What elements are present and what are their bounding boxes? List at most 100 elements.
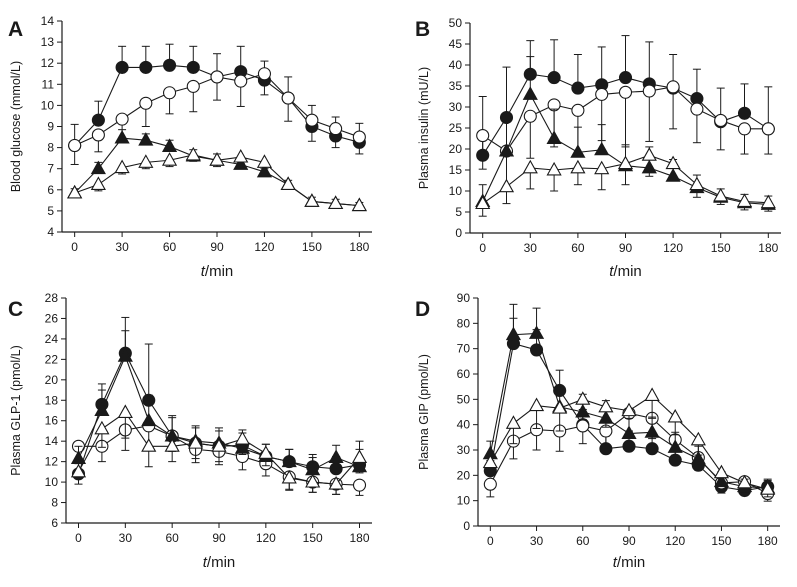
data-point-triangle [351,449,368,463]
data-point-circle [352,130,366,144]
series-1 [476,80,775,190]
data-point-triangle [621,402,637,417]
data-point-circle [737,106,752,120]
data-point-circle [210,70,224,84]
panel-letter: C [8,298,23,321]
x-tick-label: 90 [210,240,224,254]
x-tick-label: 120 [663,241,683,255]
y-tick-label: 9 [47,120,54,134]
y-tick-label: 10 [41,98,55,112]
data-point-triangle [211,438,227,452]
y-tick-label: 24 [45,332,59,346]
y-tick-label: 60 [457,367,471,381]
x-tick-label: 30 [524,241,538,255]
y-tick-label: 30 [449,100,463,114]
data-point-triangle [713,187,729,202]
series-2 [482,303,776,494]
x-tick-label: 0 [75,531,82,545]
data-point-circle [618,85,633,99]
data-point-circle [186,60,200,74]
data-point-triangle [209,152,225,166]
x-tick-label: 150 [711,534,731,548]
x-axis-label: t/min [203,554,236,571]
data-point-triangle [304,193,320,207]
data-point-triangle [256,154,273,168]
data-point-triangle [505,415,522,429]
data-point-circle [547,71,561,85]
y-tick-label: 90 [457,291,471,305]
y-tick-label: 20 [457,468,471,482]
series-3 [482,387,776,498]
data-point-triangle [522,86,538,100]
y-tick-label: 40 [457,418,471,432]
data-point-circle [761,122,775,136]
data-point-triangle [280,176,296,190]
panel-c: 6 8 10 12 14 16 18 20 22 24 26 28 0 30 60 90 120 150 180 C P… [8,291,372,571]
y-tick-label: 30 [457,443,471,457]
y-tick-label: 18 [45,393,59,407]
x-tick-label: 150 [303,531,323,545]
panel-letter: A [8,18,23,41]
data-point-triangle [644,387,660,401]
x-tick-label: 0 [479,241,486,255]
data-point-triangle [94,402,110,416]
data-point-triangle [70,463,87,478]
y-tick-label: 6 [47,183,54,197]
y-tick-label: 14 [45,434,59,448]
data-point-triangle [665,155,681,170]
data-point-circle [115,112,129,126]
x-tick-label: 30 [530,534,544,548]
data-point-triangle [644,424,660,438]
data-point-circle [690,102,704,116]
data-point-triangle [281,469,297,484]
x-tick-label: 150 [302,240,322,254]
data-point-triangle [498,142,515,157]
y-tick-label: 45 [449,37,463,51]
x-tick-label: 60 [571,241,585,255]
x-axis-label: t/min [609,263,642,280]
y-tick-label: 15 [449,163,463,177]
panel-letter: B [415,18,430,41]
data-point-circle [737,122,752,136]
data-point-triangle [187,435,204,449]
y-tick-label: 20 [45,373,59,387]
data-point-circle [666,80,680,94]
data-point-triangle [594,141,610,156]
data-point-triangle [575,391,591,405]
data-point-circle [476,129,490,143]
data-point-circle [91,113,105,127]
data-point-triangle [138,154,154,168]
data-point-triangle [117,348,133,362]
x-tick-label: 60 [163,240,177,254]
y-tick-label: 4 [47,225,54,239]
x-tick-label: 30 [115,240,129,254]
data-point-circle [571,81,585,95]
data-point-circle [329,462,343,476]
data-point-triangle [667,408,683,423]
data-point-circle [91,128,105,142]
y-axis-label: Blood glucose (mmol/L) [9,61,23,192]
x-tick-label: 60 [165,531,179,545]
x-tick-label: 150 [711,241,731,255]
x-tick-label: 120 [254,240,274,254]
data-point-circle [163,58,177,72]
data-point-triangle [736,193,753,207]
data-point-circle [186,79,200,93]
data-point-triangle [546,130,562,144]
data-point-triangle [528,397,545,412]
data-point-triangle [67,184,83,199]
series-2 [67,129,367,212]
data-point-circle [622,439,636,453]
x-tick-label: 120 [665,534,685,548]
data-point-circle [139,60,153,74]
data-point-triangle [90,160,106,175]
data-point-circle [714,113,728,127]
series-3 [475,147,776,217]
data-point-triangle [621,425,637,439]
x-tick-label: 120 [256,531,276,545]
y-tick-label: 10 [449,184,463,198]
y-tick-label: 20 [449,142,463,156]
y-tick-label: 7 [47,162,54,176]
data-point-circle [115,60,129,74]
